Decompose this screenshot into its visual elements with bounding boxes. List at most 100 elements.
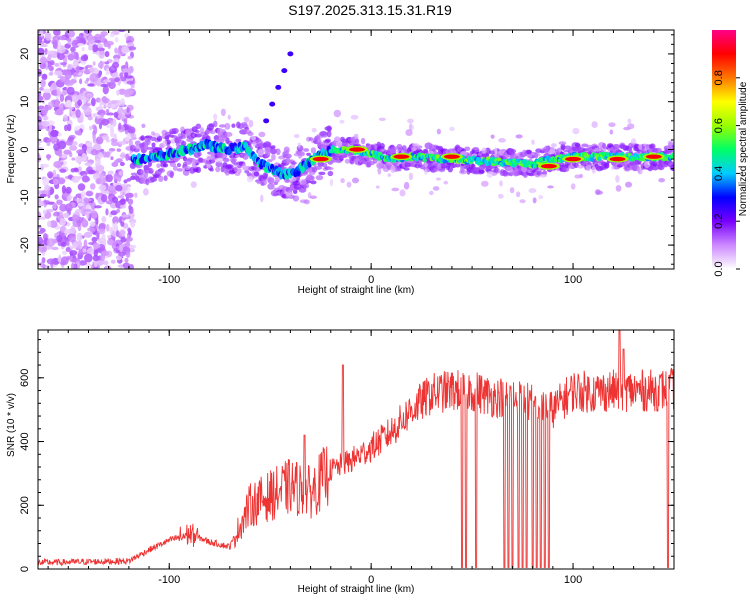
spectrogram-halo [172,165,178,171]
spectrogram-noise [105,109,110,114]
spectrogram-noise [125,89,135,95]
spectrogram-noise [42,115,49,121]
spectrogram-halo [495,167,500,174]
spectrogram-noise [436,128,441,135]
spectrogram-noise [127,46,137,51]
spectrogram-noise [110,120,114,126]
spectrogram-noise [71,214,80,222]
spectrogram-noise [51,246,59,251]
top-x-axis-label: Height of straight line (km) [298,285,415,296]
spectrogram-noise [120,221,125,227]
spectrogram-noise [126,177,132,182]
spectrogram-noise [98,122,103,130]
spectrogram-noise [95,158,101,166]
spectrogram-noise [126,80,135,85]
spectrogram-noise [64,82,74,86]
spectrogram-halo [194,129,200,134]
spectrogram-noise [68,234,77,243]
spectrogram-halo [310,147,317,154]
spectrogram-halo [148,168,154,174]
spectrogram-noise [637,166,641,173]
spectrogram-noise [111,141,119,147]
spectrogram-halo [291,161,297,165]
spectrogram-halo [603,162,610,169]
spectrogram-halo [260,178,268,186]
spectrogram-noise [112,118,117,127]
spectrogram-noise [515,134,523,139]
spectrogram-noise [412,143,420,147]
spectrogram-noise [38,115,43,124]
spectrogram-halo [602,143,607,149]
spectrogram-noise [89,221,96,227]
spectrogram-noise [104,61,110,65]
spectrogram-noise [93,266,98,269]
spectrogram-noise [124,72,129,77]
spectrogram-noise [118,113,126,120]
spectrogram-noise [215,157,224,163]
spectrogram-noise [391,187,400,192]
spectrogram-noise [100,250,110,257]
spectrogram-halo [263,142,272,148]
spectrogram-halo [310,180,317,185]
spectrogram-noise [242,163,247,171]
snr-series [38,330,674,568]
x-tick-label: 100 [564,274,582,286]
spectrogram-halo [309,175,315,181]
spectrogram-noise [531,139,535,145]
spectrogram-noise [80,190,86,200]
spectrogram-halo [178,135,187,139]
spectrogram-noise [151,131,156,136]
spectrogram-noise [81,175,90,183]
spectrogram-noise [299,199,308,204]
spectrogram-noise [185,128,191,136]
spectrogram-halo [380,142,385,150]
spectrogram-noise [46,138,52,143]
spectrogram-halo [149,176,158,182]
spectrogram-noise [88,67,95,73]
spectrogram-halo [158,167,165,173]
spectrogram-noise [65,246,71,253]
spectrogram-noise [548,149,553,155]
spectrogram-noise [79,37,86,42]
spectrogram-noise [44,185,51,192]
spectrogram-halo [360,137,366,145]
spectrogram-noise [96,115,101,119]
bottom-x-ticks: -100 0 100 [47,330,675,586]
bottom-y-ticks: 0 200 400 600 [19,339,674,572]
spectrogram-noise [143,188,149,196]
spectrogram-noise [498,138,506,143]
spectrogram-noise [585,164,592,172]
spectrogram-noise [429,190,434,196]
y-tick-label: -10 [19,189,31,205]
spectrogram-noise [120,198,126,205]
spectrogram-noise [76,232,83,242]
spectrogram-noise [577,164,584,169]
spectrogram-noise [118,141,127,145]
spectrogram-halo [163,175,168,182]
spectrogram-noise [449,126,455,132]
spectrogram-noise [407,118,414,124]
spectrogram-noise [127,227,131,233]
spectrogram-noise [75,155,84,164]
spectrogram-noise [234,172,241,176]
top-y-axis-label: Frequency (Hz) [6,115,17,184]
spectrogram-noise [75,109,81,118]
spectrogram-noise [106,234,112,239]
spectrogram-halo [326,125,332,132]
spectrogram-noise [591,166,596,174]
spectrogram-noise [58,254,62,263]
spectrogram-noise [87,115,93,121]
spectrogram-noise [114,221,118,230]
spectrogram-noise [109,100,119,104]
spectrogram-noise [574,174,582,179]
spectrogram-noise [106,124,115,129]
spectrogram-noise [119,72,124,78]
spectrogram-noise [630,138,637,145]
spectrogram-noise [119,161,125,167]
spectrogram-halo [264,172,269,179]
spectrogram-halo [376,141,382,148]
spectrogram-noise [64,124,69,132]
spectrogram-noise [257,148,265,156]
spectrogram-noise [49,220,58,228]
spectrogram-halo [213,134,220,141]
